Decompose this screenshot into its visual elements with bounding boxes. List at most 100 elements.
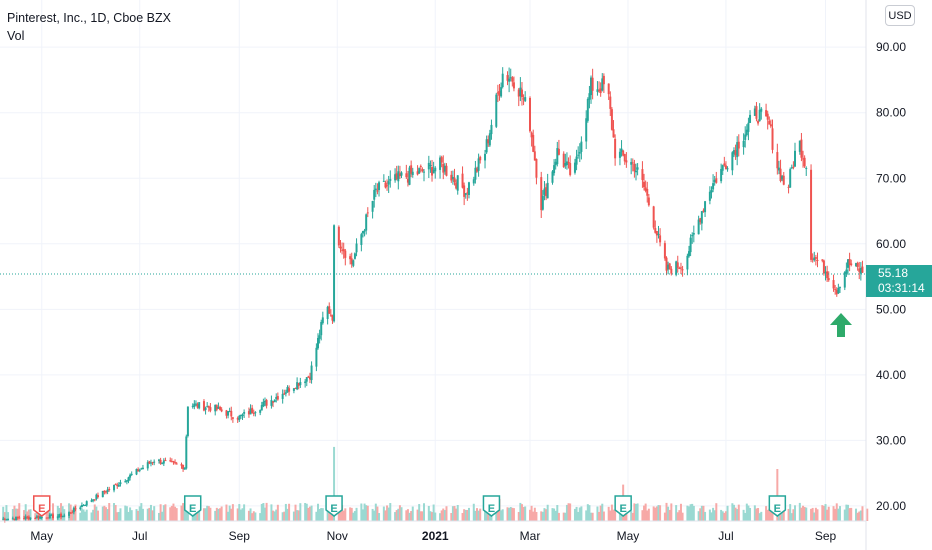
candle-body: [455, 182, 458, 189]
volume-bar: [715, 503, 718, 521]
earnings-marker[interactable]: E: [33, 495, 51, 517]
candle-body: [821, 259, 824, 261]
volume-bar: [631, 512, 634, 521]
volume-bar: [577, 511, 580, 521]
candle-body: [675, 261, 678, 275]
candle-body: [789, 169, 792, 188]
volume-bar: [573, 508, 576, 521]
candle-body: [79, 507, 82, 510]
volume-bar: [386, 505, 389, 521]
volume-bar: [827, 506, 830, 521]
volume-bar: [688, 506, 690, 521]
volume-bar: [736, 509, 739, 521]
candle-body: [207, 405, 210, 408]
candle-body: [827, 278, 830, 281]
volume-bar: [411, 506, 414, 521]
up-arrow-icon: [830, 313, 852, 337]
candle-body: [328, 306, 331, 314]
candle-body: [423, 171, 425, 173]
candle-body: [811, 258, 814, 260]
volume-bar: [130, 510, 133, 521]
earnings-marker[interactable]: E: [768, 495, 787, 517]
price-tick-label: 40.00: [876, 368, 906, 382]
candle-body: [755, 106, 758, 119]
candle-body: [577, 154, 580, 156]
currency-button[interactable]: USD: [885, 5, 915, 26]
volume-bar: [675, 505, 678, 521]
candle-body: [262, 401, 265, 407]
candle-body: [810, 169, 813, 260]
volume-bar: [361, 509, 364, 521]
candle-body: [731, 152, 734, 171]
volume-bar: [161, 511, 164, 521]
candle-body: [113, 484, 116, 491]
volume-bar: [813, 512, 816, 521]
volume-bar: [855, 508, 858, 521]
volume-bar: [231, 504, 234, 521]
volume-bar: [837, 508, 840, 521]
candle-body: [169, 460, 172, 462]
volume-bar: [79, 512, 82, 521]
volume-bar: [198, 510, 201, 521]
volume-bar: [164, 504, 167, 521]
candle-body: [215, 405, 218, 410]
volume-bar: [209, 507, 212, 521]
earnings-label: E: [330, 503, 337, 515]
time-tick-label: Mar: [520, 529, 541, 543]
volume-bar: [236, 508, 239, 521]
candle-body: [431, 167, 434, 176]
volume-bar: [207, 506, 210, 521]
volume-bar: [431, 512, 434, 521]
candle-body: [82, 505, 85, 507]
time-axis[interactable]: May Jul Sep Nov 2021 Mar May Jul Sep: [30, 529, 836, 543]
price-axis[interactable]: 20.00 30.00 40.00 50.00 60.00 70.00 80.00 90.00: [876, 40, 906, 513]
volume-bar: [13, 505, 16, 521]
volume-bar: [276, 504, 279, 521]
candle-body: [654, 228, 657, 233]
price-tick-label: 80.00: [876, 106, 906, 120]
volume-bar: [225, 504, 228, 521]
candle-body: [276, 396, 279, 400]
candle-body: [668, 263, 671, 270]
candle-body: [753, 108, 756, 116]
candle-body: [647, 197, 650, 206]
volume-bar: [599, 505, 602, 521]
volume-bar: [712, 507, 715, 521]
candle-body: [474, 167, 477, 180]
volume-bar: [158, 512, 160, 521]
earnings-marker[interactable]: E: [614, 495, 632, 517]
candle-body: [344, 250, 347, 258]
candle-body: [838, 287, 841, 289]
candle-body: [108, 488, 111, 490]
candle-body: [294, 388, 297, 390]
candle-body: [72, 507, 75, 513]
volume-bar: [45, 510, 48, 521]
volume-bar: [533, 507, 536, 521]
volume-bar: [805, 507, 808, 521]
candle-body: [488, 133, 491, 146]
volume-bar: [811, 507, 814, 521]
candle-body: [162, 460, 165, 464]
earnings-marker[interactable]: E: [325, 495, 343, 517]
volume-bar: [517, 511, 520, 521]
volume-bar: [657, 505, 660, 521]
earnings-marker[interactable]: E: [183, 495, 202, 517]
candle-body: [765, 110, 768, 117]
volume-bar: [344, 508, 347, 521]
candle-body: [238, 415, 241, 421]
candle-body: [813, 257, 816, 261]
candlesticks[interactable]: [2, 67, 869, 523]
volume-bar: [635, 504, 637, 521]
volume-bar: [270, 504, 273, 521]
earnings-marker[interactable]: E: [482, 495, 501, 517]
candle-body: [476, 168, 478, 172]
candle-body: [792, 166, 795, 168]
volume-bar: [659, 505, 662, 521]
candle-body: [712, 183, 715, 190]
volume-bar: [776, 469, 779, 521]
candle-body: [342, 249, 345, 252]
volume-bar: [753, 505, 756, 521]
candle-body: [461, 173, 464, 188]
